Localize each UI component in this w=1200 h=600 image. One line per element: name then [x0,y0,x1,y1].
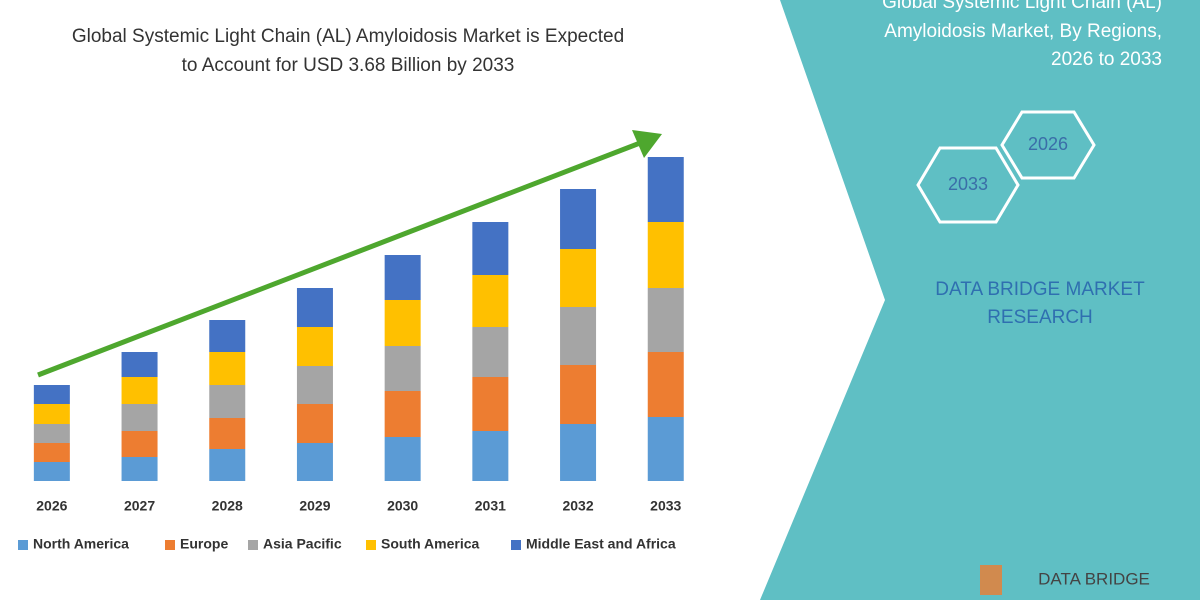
bar-segment [384,391,421,437]
bar-segment [647,157,684,222]
bar-segment [121,377,158,404]
legend-label: South America [381,536,479,552]
legend-label: North America [33,536,129,552]
bar-segment [472,222,509,275]
x-tick-label: 2032 [562,498,593,514]
x-tick-label: 2030 [387,498,418,514]
bar-segment [209,320,246,352]
bar-segment [472,431,509,481]
panel-title: Global Systemic Light Chain (AL) [882,0,1162,13]
hexagon-label: 2026 [1028,134,1068,154]
trend-arrow [37,140,641,378]
legend-label: Europe [180,536,228,552]
bar-segment [647,222,684,288]
bar-segment [560,189,597,249]
x-tick-label: 2029 [299,498,330,514]
company-name: RESEARCH [987,307,1093,328]
bar-segment [384,346,421,391]
logo-icon [980,565,1002,595]
bar-segment [472,275,509,327]
hexagon [1000,110,1096,180]
legend-swatch [248,540,258,550]
bar-segment [647,288,684,352]
x-tick-label: 2028 [212,498,243,514]
legend-swatch [366,540,376,550]
logo-text: DATA BRIDGE [1038,569,1150,588]
hexagon-label: 2033 [948,174,988,194]
bar-segment [296,366,333,404]
bar-segment [560,365,597,424]
bar-segment [209,449,246,481]
bar-segment [384,300,421,346]
bar-segment [647,352,684,417]
bar-segment [647,417,684,481]
bar-segment [296,404,333,443]
x-tick-label: 2027 [124,498,155,514]
bar-segment [384,437,421,481]
x-tick-label: 2033 [650,498,681,514]
bar-segment [121,431,158,457]
bar-segment [560,424,597,481]
hexagon [916,146,1020,224]
legend-label: Asia Pacific [263,536,342,552]
bar-segment [296,327,333,366]
bar-segment [209,352,246,385]
bar-segment [33,462,70,481]
bar-segment [33,404,70,424]
legend-swatch [165,540,175,550]
x-tick-label: 2026 [36,498,67,514]
bar-segment [121,457,158,481]
bar-segment [33,424,70,443]
panel-title: 2026 to 2033 [1051,49,1162,70]
plot: 2026 2027 2028 2029 2030 2031 2032 2033 North Am… [18,130,684,552]
bar-segment [296,288,333,327]
bar-segment [33,385,70,404]
x-tick-label: 2031 [475,498,506,514]
bar-segment [33,443,70,462]
bar-segment [560,307,597,365]
bar-segment [121,352,158,377]
legend-label: Middle East and Africa [526,536,676,552]
bar-segment [209,385,246,418]
chart-title: Global Systemic Light Chain (AL) Amyloid… [72,26,624,47]
bar-segment [121,404,158,431]
trend-arrowhead [632,130,662,158]
bar-segment [472,377,509,431]
bar-segment [209,418,246,449]
legend-swatch [511,540,521,550]
bar-segment [296,443,333,481]
bar-segment [472,327,509,377]
panel-title: Amyloidosis Market, By Regions, [884,21,1162,42]
chart-title: to Account for USD 3.68 Billion by 2033 [182,55,515,76]
legend-swatch [18,540,28,550]
bar-segment [560,249,597,307]
company-name: DATA BRIDGE MARKET [935,279,1145,300]
bar-segment [384,255,421,300]
